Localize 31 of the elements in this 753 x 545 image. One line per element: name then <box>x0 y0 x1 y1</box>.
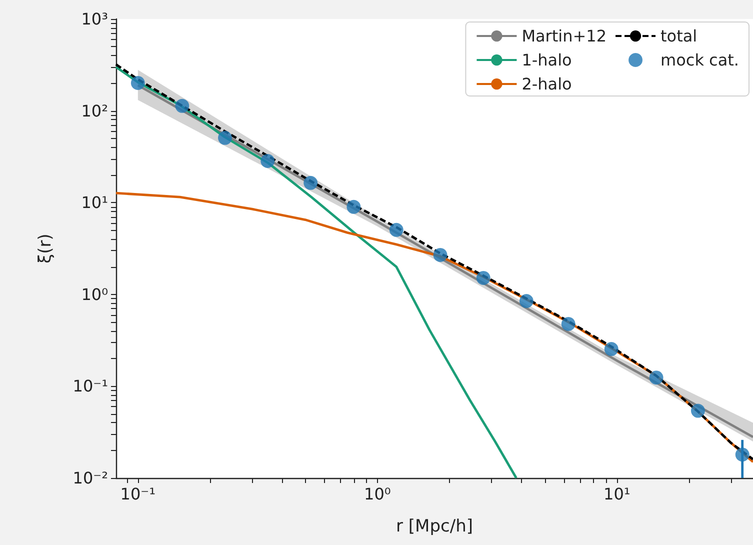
point <box>175 98 190 113</box>
point <box>604 342 618 356</box>
x-tick-label: 10⁻¹ <box>120 484 156 504</box>
point <box>346 200 361 214</box>
point <box>735 448 750 462</box>
y-tick-label: 10² <box>81 101 108 120</box>
legend-label: 2-halo <box>522 74 572 94</box>
point <box>476 270 490 285</box>
x-axis-title: r [Mpc/h] <box>396 516 473 536</box>
y-tick-label: 10¹ <box>81 193 108 212</box>
x-tick-label: 10⁰ <box>364 484 391 504</box>
point <box>690 404 705 418</box>
x-tick-label: 10¹ <box>604 484 630 504</box>
y-tick-label: 10⁻² <box>72 468 108 488</box>
point <box>260 154 275 168</box>
y-tick-label: 10³ <box>81 10 108 28</box>
legend-label: mock cat. <box>660 50 739 70</box>
point <box>519 294 534 308</box>
point <box>130 76 145 90</box>
point <box>389 222 404 237</box>
point <box>433 248 448 262</box>
point <box>304 176 318 190</box>
y-tick-label: 10⁻¹ <box>72 376 108 396</box>
legend-label: 1-halo <box>522 50 572 70</box>
y-axis-title: ξ(r) <box>36 234 56 264</box>
legend-label: Martin+12 <box>522 26 607 46</box>
legend-label: total <box>660 26 698 46</box>
y-tick-label: 10⁰ <box>81 284 108 304</box>
point <box>649 370 664 385</box>
point <box>561 317 576 331</box>
point <box>218 130 232 145</box>
